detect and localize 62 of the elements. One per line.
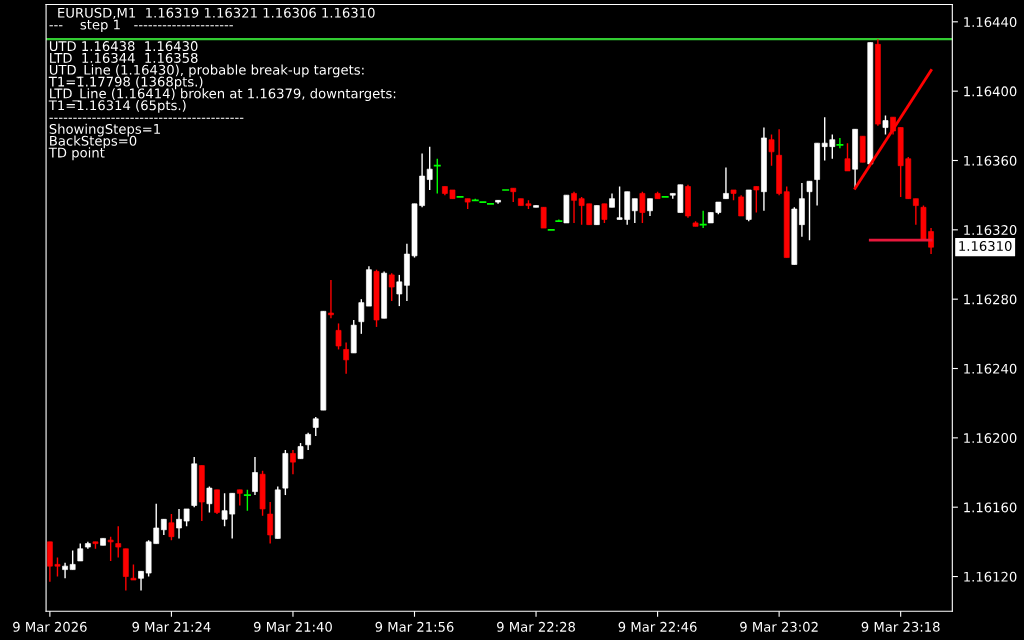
annotation: T1=1.16314 (65pts.) (48, 100, 186, 113)
candlestick (768, 133, 775, 167)
candlestick (343, 341, 349, 375)
candlestick (882, 114, 889, 136)
annotation: BackSteps=0 (50, 135, 137, 149)
candlestick (243, 489, 251, 512)
annotation: ----------------------------------------- (49, 117, 244, 119)
candlestick (358, 298, 365, 335)
x-tick-label: 9 Mar 22:28 (497, 621, 575, 632)
annotation: UTD 1.16438 1.16430 (49, 41, 198, 52)
candlestick (555, 218, 563, 223)
x-tick-label: 9 Mar 22:46 (618, 621, 697, 632)
candlestick (62, 561, 68, 579)
candlestick (335, 322, 342, 351)
candlestick (593, 204, 600, 226)
candlestick (426, 145, 433, 191)
candlestick (753, 185, 760, 214)
y-tick-label: 1.16280 (964, 294, 1017, 305)
x-tick-label: 9 Mar 23:02 (740, 621, 818, 632)
annotation: --- step 1 --------------------- (49, 19, 233, 33)
candlestick (252, 456, 258, 496)
candlestick (540, 206, 547, 229)
x-tick-label: 9 Mar 21:56 (375, 621, 454, 632)
candlestick (267, 501, 274, 545)
candlestick (396, 274, 403, 307)
candlestick (115, 525, 122, 559)
candlestick (328, 279, 334, 319)
candlestick (433, 158, 441, 195)
candlestick (312, 416, 319, 437)
y-tick-label: 1.16440 (964, 17, 1017, 28)
candlestick (844, 142, 851, 172)
candlestick (107, 535, 114, 562)
y-tick-label: 1.16160 (964, 502, 1017, 513)
text: 1.16310 (959, 241, 1012, 251)
candlestick (206, 485, 213, 514)
x-tick-label: 9 Mar 23:18 (861, 621, 940, 632)
x-tick-label: 9 Mar 21:40 (253, 621, 332, 632)
x-tick-label: 9 Mar 21:24 (132, 621, 211, 632)
y-tick-label: 1.16320 (964, 225, 1017, 236)
candlestick (388, 272, 395, 302)
candlestick (69, 549, 76, 571)
y-tick-label: 1.16240 (964, 363, 1017, 374)
candlestick (738, 194, 744, 217)
candlestick (723, 166, 729, 200)
candlestick (836, 137, 844, 150)
annotation: ShowingSteps=1 (49, 123, 160, 137)
y-tick-label: 1.16400 (964, 86, 1017, 97)
y-tick-label: 1.16120 (964, 571, 1017, 582)
candlestick (913, 197, 919, 226)
candlestick (639, 191, 646, 224)
candlestick (806, 180, 813, 241)
annotation: TD point (48, 147, 105, 161)
y-tick-label: 1.16200 (964, 433, 1017, 444)
candlestick (214, 489, 220, 515)
candlestick (601, 203, 608, 224)
chart-title: EURUSD,M1 1.16319 1.16321 1.16306 1.16310 (58, 7, 375, 20)
y-tick-label: 1.16360 (964, 155, 1017, 166)
candlestick (290, 449, 296, 475)
candlestick (168, 513, 175, 541)
x-tick-label: 9 Mar 2026 (13, 621, 87, 632)
annotation: LTD 1.16344 1.16358 (50, 52, 198, 63)
candlestick (631, 197, 638, 224)
